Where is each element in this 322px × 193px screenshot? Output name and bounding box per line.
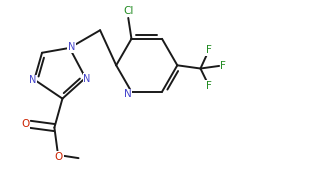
Text: O: O (21, 119, 30, 129)
Text: N: N (29, 75, 36, 85)
Text: N: N (68, 42, 75, 52)
Text: O: O (54, 152, 63, 162)
Text: N: N (124, 89, 131, 99)
Text: F: F (205, 81, 212, 91)
Text: F: F (220, 61, 226, 71)
Text: F: F (205, 45, 212, 55)
Text: N: N (83, 74, 91, 84)
Text: Cl: Cl (123, 6, 133, 16)
